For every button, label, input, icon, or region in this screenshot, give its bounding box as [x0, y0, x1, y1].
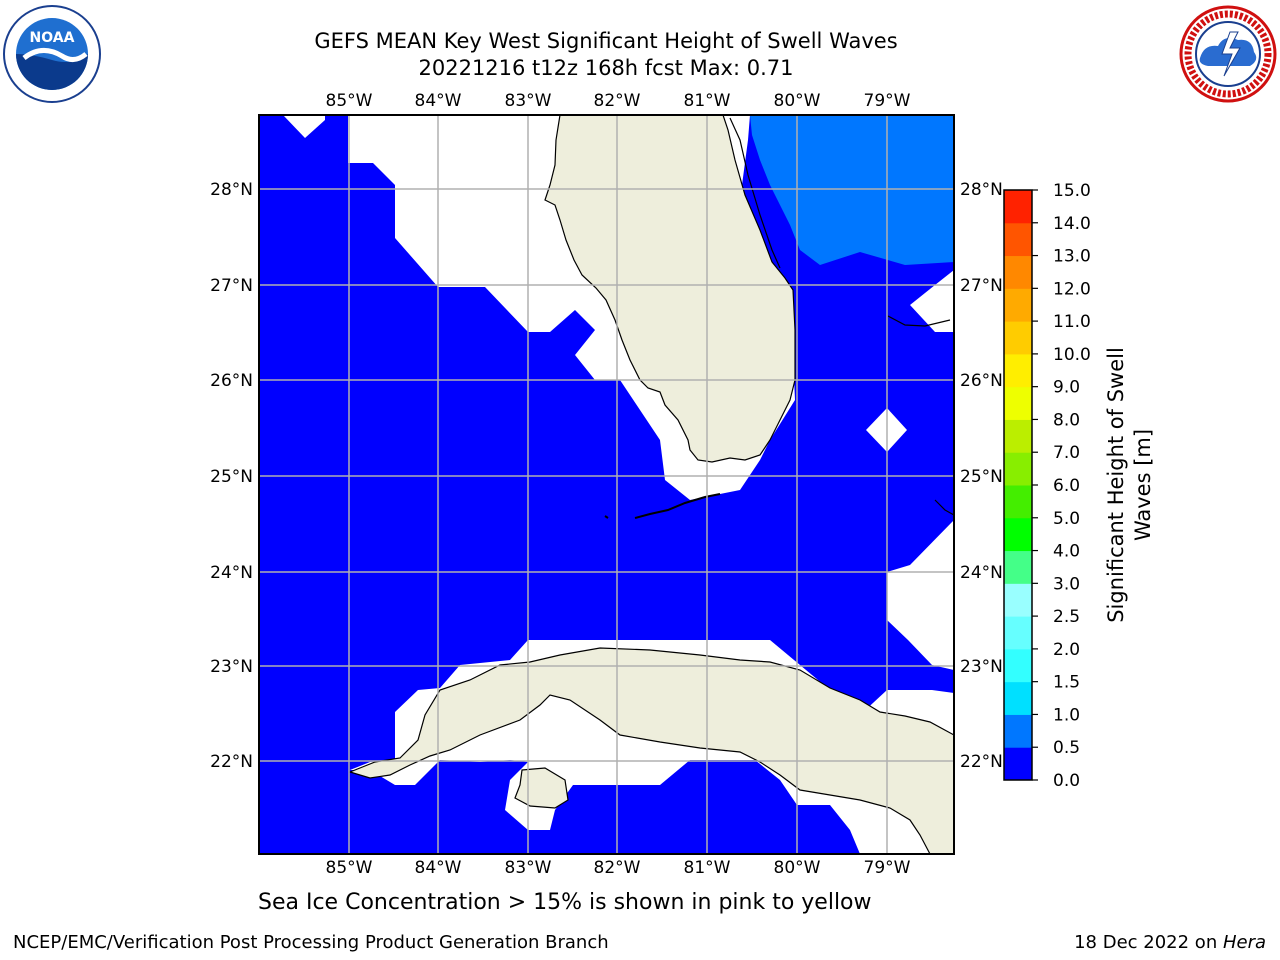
lat-label: 27°N [210, 276, 253, 296]
colorbar-swatch [1004, 550, 1032, 584]
lon-label: 81°W [684, 858, 731, 878]
colorbar-tick-label: 9.0 [1053, 378, 1080, 398]
colorbar-tick-label: 5.0 [1053, 509, 1080, 529]
lat-labels-right: 28°N 27°N 26°N 25°N 24°N 23°N 22°N [960, 180, 1003, 772]
lat-label: 27°N [960, 276, 1003, 296]
colorbar-swatch [1004, 386, 1032, 420]
lat-label: 24°N [960, 563, 1003, 583]
lon-label: 79°W [864, 91, 911, 111]
lat-label: 22°N [210, 752, 253, 772]
colorbar-tick-label: 10.0 [1053, 345, 1091, 365]
colorbar-swatch [1004, 747, 1032, 781]
colorbar-tick-label: 4.0 [1053, 542, 1080, 562]
colorbar-swatch [1004, 288, 1032, 322]
lon-label: 80°W [774, 91, 821, 111]
lon-labels-bottom: 85°W 84°W 83°W 82°W 81°W 80°W 79°W [326, 858, 911, 878]
lon-label: 82°W [594, 858, 641, 878]
colorbar-swatch [1004, 681, 1032, 715]
colorbar-swatch [1004, 485, 1032, 519]
lon-labels-top: 85°W 84°W 83°W 82°W 81°W 80°W 79°W [326, 91, 911, 111]
colorbar-tick-label: 12.0 [1053, 279, 1091, 299]
lat-label: 28°N [960, 180, 1003, 200]
colorbar-tick-label: 3.0 [1053, 574, 1080, 594]
nws-logo [1179, 5, 1277, 103]
colorbar-tick-label: 6.0 [1053, 476, 1080, 496]
noaa-logo-text: NOAA [30, 30, 75, 46]
lon-label: 85°W [326, 91, 373, 111]
colorbar-swatch [1004, 222, 1032, 257]
lon-label: 85°W [326, 858, 373, 878]
lon-label: 81°W [684, 91, 731, 111]
colorbar-swatch [1004, 517, 1032, 552]
lat-label: 23°N [960, 657, 1003, 677]
colorbar-tick-label: 8.0 [1053, 410, 1080, 430]
colorbar-swatch [1004, 353, 1032, 388]
map-frame [258, 114, 955, 855]
colorbar-tick-label: 13.0 [1053, 247, 1091, 267]
graticule [259, 115, 954, 854]
lat-label: 22°N [960, 752, 1003, 772]
lat-label: 25°N [960, 467, 1003, 487]
lat-labels-left: 28°N 27°N 26°N 25°N 24°N 23°N 22°N [210, 180, 253, 772]
lat-label: 24°N [210, 563, 253, 583]
noaa-logo: NOAA [3, 5, 101, 103]
colorbar-tick-label: 0.0 [1053, 771, 1080, 791]
colorbar-swatch [1004, 255, 1032, 289]
colorbar-tick-label: 2.0 [1053, 640, 1080, 660]
lat-label: 25°N [210, 467, 253, 487]
swell-field-mid [750, 115, 954, 265]
lat-label: 28°N [210, 180, 253, 200]
footer-credit: NCEP/EMC/Verification Post Processing Pr… [13, 932, 609, 953]
colorbar-tick-label: 2.5 [1053, 607, 1080, 627]
lon-label: 84°W [415, 858, 462, 878]
colorbar-swatch [1004, 321, 1032, 355]
colorbar-tick-label: 0.5 [1053, 738, 1080, 758]
sea-ice-note: Sea Ice Concentration > 15% is shown in … [258, 890, 872, 915]
lon-label: 83°W [505, 91, 552, 111]
colorbar-swatch [1004, 714, 1032, 748]
lat-label: 26°N [210, 371, 253, 391]
map-title: GEFS MEAN Key West Significant Height of… [314, 29, 898, 53]
colorbar: 0.0 0.5 1.0 1.5 2.0 2.5 3.0 4.0 5.0 6.0 7.0 8.0 9.0 1… [1003, 181, 1091, 791]
footer-date: 18 Dec 2022 on Hera [1074, 932, 1266, 953]
nodata-region-gulf [283, 115, 325, 138]
colorbar-swatch [1004, 190, 1032, 224]
colorbar-tick-label: 1.0 [1053, 705, 1080, 725]
colorbar-tick-label: 1.5 [1053, 673, 1080, 693]
colorbar-tick-label: 14.0 [1053, 214, 1091, 234]
cuba-land [348, 647, 954, 854]
colorbar-label-line2: Waves [m] [1131, 429, 1155, 541]
lat-label: 23°N [210, 657, 253, 677]
map-plot-area [259, 115, 954, 854]
florida-coastline-east [729, 117, 781, 269]
colorbar-swatch [1004, 452, 1032, 486]
colorbar-tick-label: 7.0 [1053, 443, 1080, 463]
colorbar-swatch [1004, 616, 1032, 650]
lon-label: 80°W [774, 858, 821, 878]
colorbar-tick-label: 11.0 [1053, 312, 1091, 332]
lon-label: 79°W [864, 858, 911, 878]
map-subtitle: 20221216 t12z 168h fcst Max: 0.71 [418, 56, 794, 80]
colorbar-swatch [1004, 419, 1032, 453]
florida-land [544, 115, 796, 463]
lon-label: 82°W [594, 91, 641, 111]
lon-label: 83°W [505, 858, 552, 878]
lon-label: 84°W [415, 91, 462, 111]
colorbar-tick-label: 15.0 [1053, 181, 1091, 201]
colorbar-swatch [1004, 648, 1032, 683]
lat-label: 26°N [960, 371, 1003, 391]
colorbar-swatch [1004, 583, 1032, 617]
colorbar-label-line1: Significant Height of Swell [1104, 347, 1128, 623]
bahamas-andros [887, 315, 954, 516]
footer-host: Hera [1222, 932, 1266, 953]
footer-date-text: 18 Dec 2022 on [1074, 932, 1223, 953]
